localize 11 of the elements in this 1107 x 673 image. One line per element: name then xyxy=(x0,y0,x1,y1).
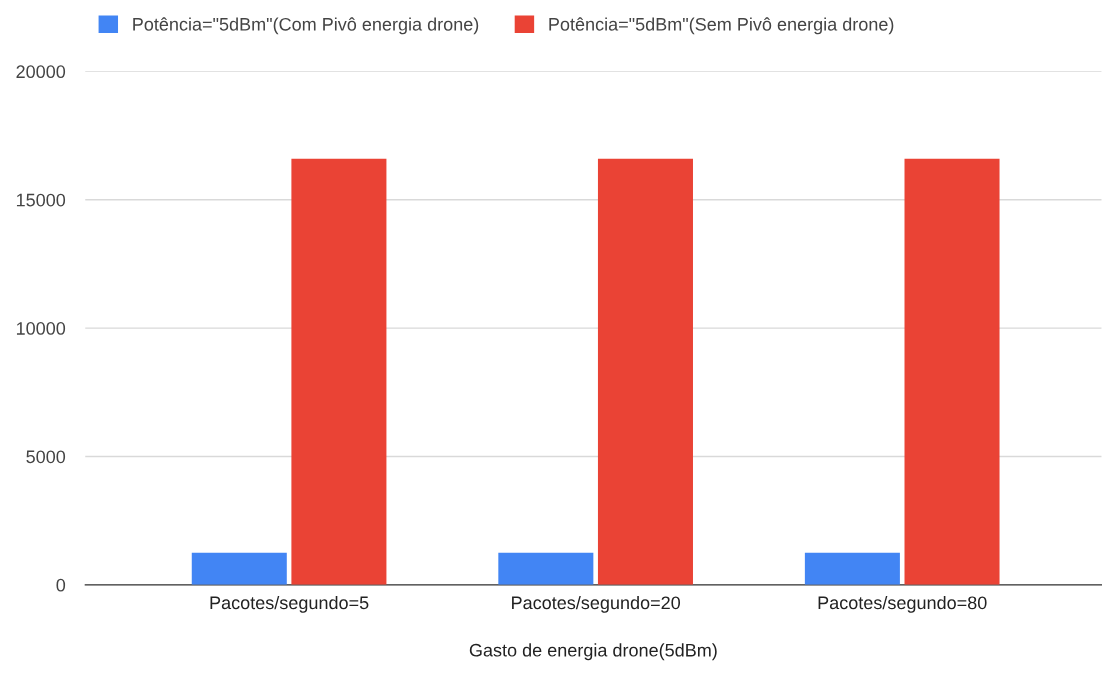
y-tick-label: 0 xyxy=(56,578,66,592)
legend-label: Potência="5dBm"(Sem Pivô energia drone) xyxy=(549,17,894,35)
x-tick-label: Pacotes/segundo=5 xyxy=(210,595,369,613)
x-axis-title: Gasto de energia drone(5dBm) xyxy=(469,643,717,661)
y-tick-label: 15000 xyxy=(16,193,66,207)
y-tick-label: 5000 xyxy=(26,450,66,464)
y-tick-label: 20000 xyxy=(16,65,66,79)
y-tick-label: 10000 xyxy=(16,322,66,335)
legend-label: Potência="5dBm"(Com Pivô energia drone) xyxy=(133,17,479,35)
x-tick-label: Pacotes/segundo=80 xyxy=(818,595,987,613)
x-tick-label: Pacotes/segundo=20 xyxy=(512,595,681,613)
